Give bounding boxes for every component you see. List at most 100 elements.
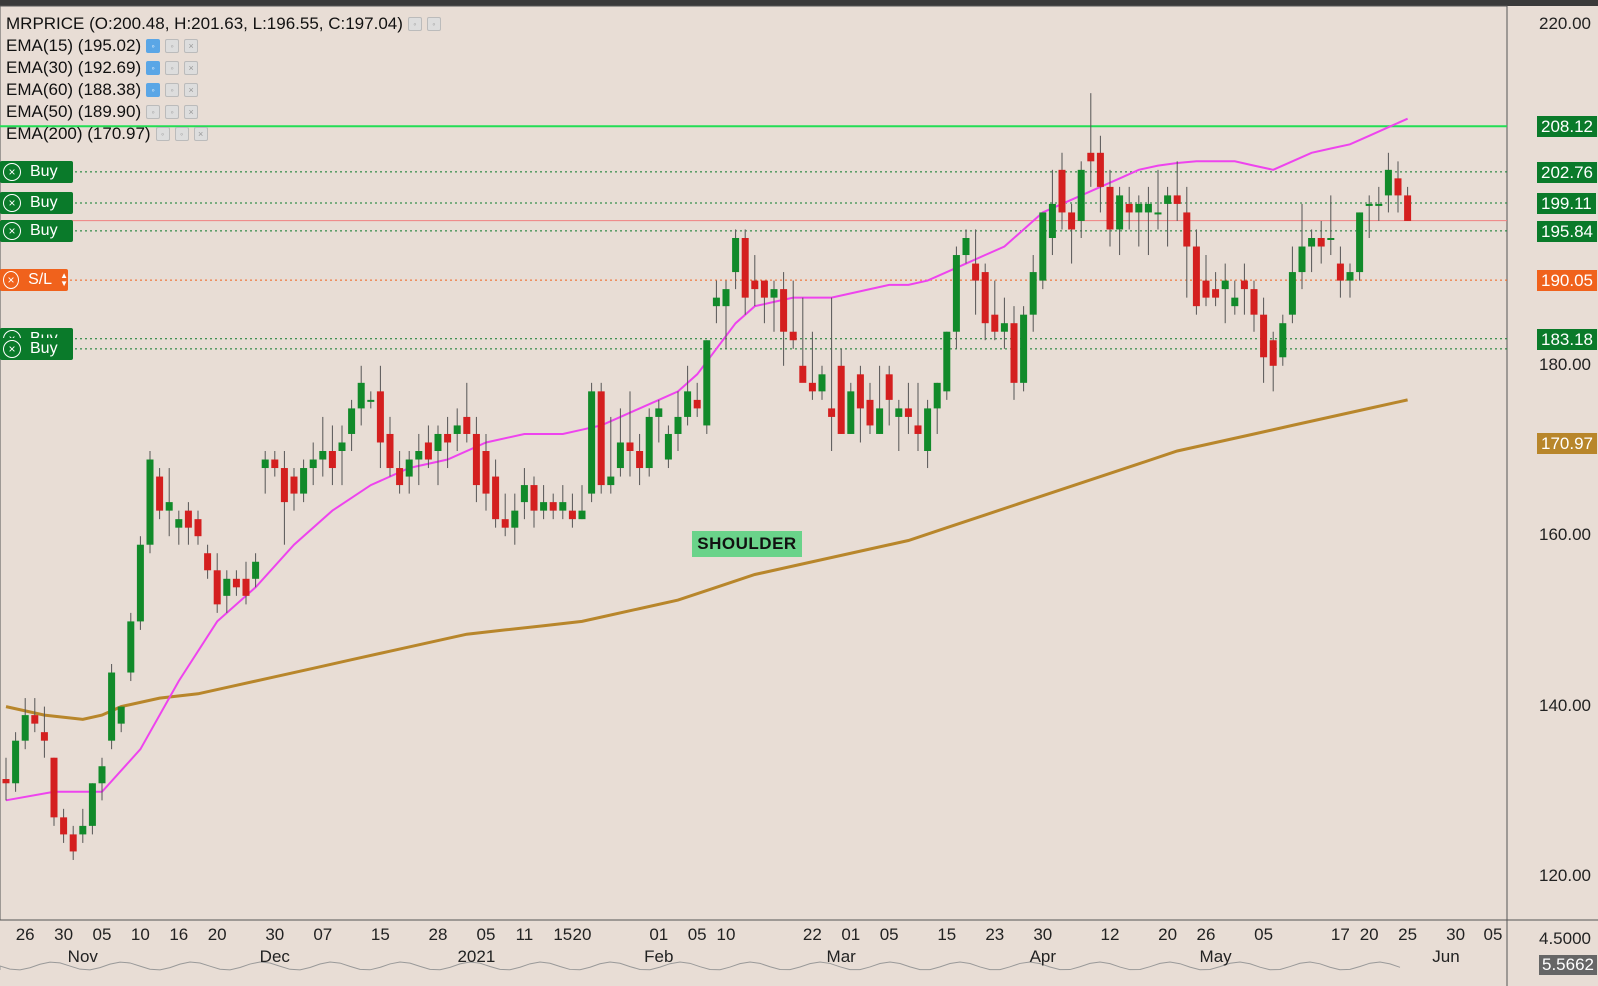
candle-body	[741, 238, 749, 298]
candle-body	[1394, 178, 1402, 196]
remove-icon[interactable]: ×	[184, 105, 199, 119]
x-tick-label: 11	[515, 925, 534, 944]
settings-icon[interactable]: ◦	[146, 39, 161, 53]
cancel-order-icon[interactable]: ×	[3, 271, 20, 290]
candle-body	[511, 510, 519, 528]
stop-loss-order[interactable]: × S/L ▲ ▼	[0, 269, 68, 292]
candle-body	[568, 510, 576, 520]
cancel-order-icon[interactable]: ×	[3, 221, 21, 240]
symbol-ohlc: MRPRICE (O:200.48, H:201.63, L:196.55, C…	[6, 13, 441, 35]
visibility-icon[interactable]: ◦	[174, 127, 189, 141]
candle-body	[885, 374, 893, 400]
candle-body	[1116, 195, 1124, 230]
candle-body	[348, 408, 356, 434]
buy-order[interactable]: × Buy	[0, 160, 73, 183]
candle-body	[357, 382, 365, 409]
visibility-icon[interactable]: ◦	[165, 39, 180, 53]
candle-body	[232, 578, 240, 588]
visibility-icon[interactable]: ◦	[165, 83, 180, 97]
cancel-order-icon[interactable]: ×	[3, 339, 21, 358]
candle-body	[607, 476, 615, 486]
candle-body	[808, 382, 816, 392]
candle-body	[386, 433, 394, 469]
candle-body	[213, 570, 221, 605]
candle-body	[991, 314, 999, 332]
candle-body	[1164, 195, 1172, 204]
cancel-order-icon[interactable]: ×	[3, 162, 21, 181]
candle-body	[204, 553, 212, 571]
x-tick-label: 01	[841, 925, 861, 944]
adjust-stop-icon[interactable]: ▲ ▼	[60, 271, 68, 289]
price-tag: 202.76	[1537, 161, 1597, 183]
legend: MRPRICE (O:200.48, H:201.63, L:196.55, C…	[6, 13, 441, 145]
candle-body	[127, 621, 135, 673]
x-tick-label: 05	[1254, 925, 1274, 944]
candle-body	[770, 289, 778, 298]
candle-body	[1240, 280, 1248, 290]
candle-body	[1058, 169, 1066, 213]
settings-icon[interactable]: ◦	[426, 17, 441, 31]
candle-body	[1135, 203, 1143, 213]
candle-body	[626, 442, 634, 451]
candle-body	[722, 289, 730, 307]
candle-body	[780, 289, 788, 332]
candle-body	[1087, 152, 1095, 162]
candle-body	[1068, 212, 1076, 230]
candle-body	[520, 485, 528, 503]
buy-order[interactable]: × Buy	[0, 337, 73, 360]
candle-body	[319, 451, 327, 460]
visibility-icon[interactable]: ◦	[165, 61, 180, 75]
buy-order[interactable]: × Buy	[0, 219, 73, 242]
candle-body	[693, 399, 701, 409]
remove-icon[interactable]: ×	[184, 39, 199, 53]
candle-body	[1125, 203, 1133, 213]
x-tick-label: 28	[428, 925, 448, 944]
candle-body	[1077, 169, 1085, 221]
candle-body	[645, 416, 653, 469]
indicator-row: EMA(200) (170.97) ◦ ◦ ×	[6, 123, 441, 145]
candle-body	[424, 442, 432, 460]
candle-body	[290, 476, 298, 494]
remove-icon[interactable]: ×	[193, 127, 208, 141]
indicator-row: EMA(30) (192.69) ◦ ◦ ×	[6, 57, 441, 79]
x-tick-label: 23	[985, 925, 1005, 944]
candle-body	[223, 578, 231, 596]
candle-body	[472, 433, 480, 486]
candle-body	[367, 399, 375, 402]
candle-body	[1048, 203, 1056, 238]
settings-icon[interactable]: ◦	[146, 105, 161, 119]
settings-icon[interactable]: ◦	[155, 127, 170, 141]
candle-body	[962, 238, 970, 256]
order-label: Buy	[30, 162, 58, 180]
candle-body	[396, 468, 404, 486]
x-tick-label: 15	[937, 925, 957, 944]
x-tick-label: 17	[1330, 925, 1350, 944]
x-tick-label: 20	[1359, 925, 1379, 944]
remove-icon[interactable]: ×	[184, 83, 199, 97]
x-tick-label: 10	[130, 925, 150, 944]
candle-body	[549, 502, 557, 511]
visibility-icon[interactable]: ◦	[407, 17, 422, 31]
candle-body	[1250, 289, 1258, 315]
candle-body	[1260, 314, 1268, 358]
candle-body	[981, 272, 989, 324]
shoulder-annotation[interactable]: SHOULDER	[692, 531, 802, 557]
remove-icon[interactable]: ×	[184, 61, 199, 75]
candle-body	[828, 408, 836, 417]
settings-icon[interactable]: ◦	[146, 61, 161, 75]
buy-order[interactable]: × Buy	[0, 191, 73, 214]
visibility-icon[interactable]: ◦	[165, 105, 180, 119]
candle-body	[818, 374, 826, 392]
candle-body	[1221, 280, 1229, 290]
candle-body	[712, 297, 720, 307]
x-tick-label: 05	[879, 925, 899, 944]
candle-body	[1154, 212, 1162, 215]
candle-body	[50, 757, 58, 818]
cancel-order-icon[interactable]: ×	[3, 193, 21, 212]
candle-body	[444, 433, 452, 443]
candle-body	[924, 408, 932, 451]
candle-body	[914, 425, 922, 434]
x-tick-label: 05	[1483, 925, 1503, 944]
settings-icon[interactable]: ◦	[146, 83, 161, 97]
